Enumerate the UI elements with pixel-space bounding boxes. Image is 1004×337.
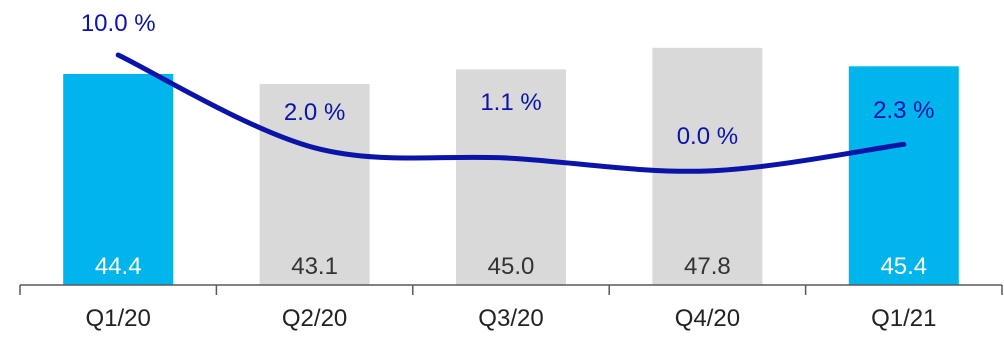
bar-value-label: 45.4 (880, 253, 927, 280)
bar-value-label: 47.8 (684, 253, 731, 280)
line-value-label: 1.1 % (480, 89, 541, 116)
x-tick-label: Q4/20 (675, 305, 740, 332)
line-value-label: 2.0 % (284, 99, 345, 126)
bar-value-label: 44.4 (95, 253, 142, 280)
x-tick-label: Q2/20 (282, 305, 347, 332)
bar-q1-20 (63, 74, 174, 285)
bar-q1-21 (848, 66, 959, 285)
bar-q3-20 (456, 69, 566, 285)
x-tick-label: Q3/20 (478, 305, 543, 332)
bar-value-label: 43.1 (291, 253, 338, 280)
bar-q2-20 (259, 84, 370, 285)
line-value-label: 2.3 % (873, 97, 934, 124)
bar-value-label: 45.0 (488, 253, 535, 280)
x-tick-label: Q1/20 (86, 305, 151, 332)
line-series (115, 52, 907, 174)
line-value-label: 0.0 % (677, 123, 738, 150)
line-value-label: 10.0 % (81, 10, 156, 37)
x-tick-label: Q1/21 (871, 305, 936, 332)
